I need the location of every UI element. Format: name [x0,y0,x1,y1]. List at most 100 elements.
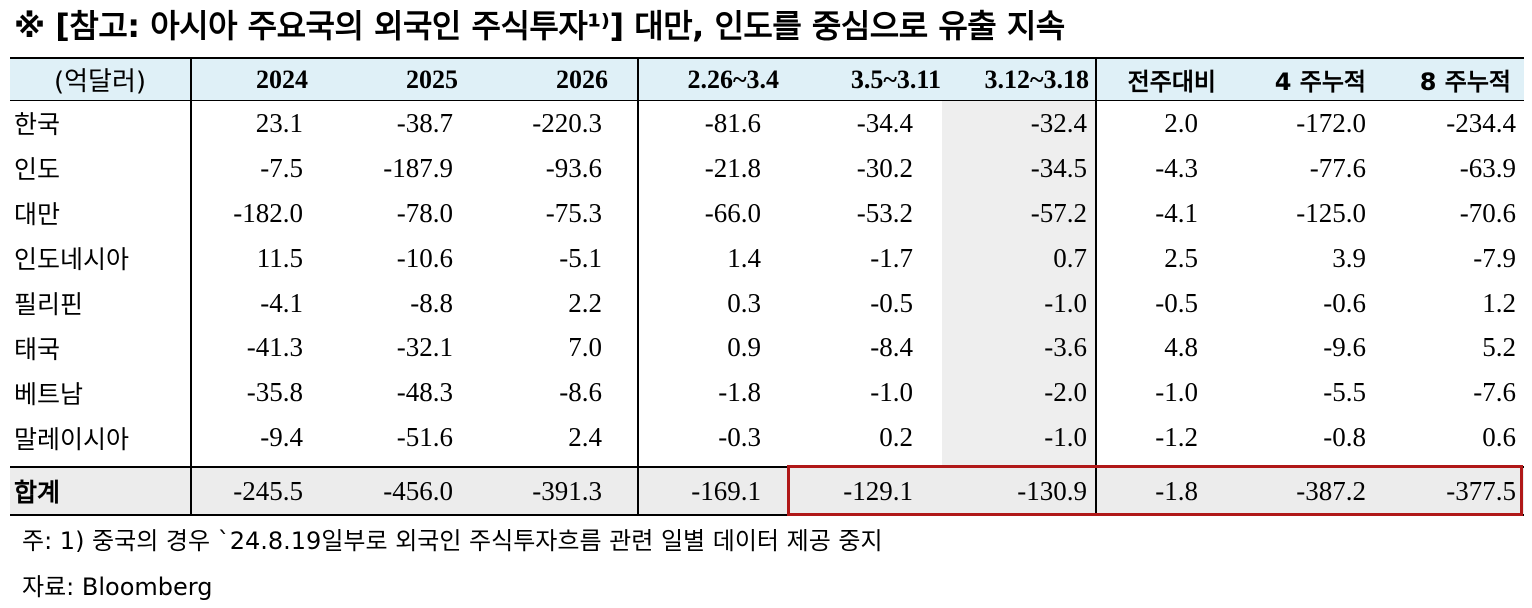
shaded-column-3-12-3-18 [942,101,1095,465]
country-name: 인도네시아 [14,245,130,275]
column-header: 3.12~3.18 [984,64,1089,94]
country-name: 한국 [14,110,61,140]
column-header: 전주대비 [1127,68,1216,96]
table-cell: -0.5 [1155,287,1198,318]
table-cell: 2.4 [568,422,602,453]
table-cell: -78.0 [396,197,453,228]
table-cell: -2.0 [1044,377,1087,408]
table-cell: 2.0 [1164,107,1198,138]
total-cell: -130.9 [1017,475,1087,506]
table-cell: -0.3 [718,422,761,453]
table-cell: -57.2 [1030,197,1087,228]
table-cell: 2.5 [1164,242,1198,273]
table-cell: 0.9 [727,332,761,363]
table-cell: -34.4 [856,107,913,138]
total-row: 합계 -245.5 -456.0 -391.3 -169.1 -129.1 -130.9 -1… [10,466,1524,517]
column-divider [1095,57,1097,515]
country-name: 베트남 [14,379,84,409]
table-cell: -66.0 [704,197,761,228]
unit-label: (억달러) [53,67,147,97]
column-header: 2.26~3.4 [687,64,779,94]
table-cell: -8.4 [870,332,913,363]
column-header: 3.5~3.11 [850,64,941,94]
table-cell: 7.0 [568,332,602,363]
total-cell: -377.5 [1446,475,1516,506]
table-cell: -30.2 [856,152,913,183]
table-cell: -8.6 [559,377,602,408]
table-row: 인도 -7.5 -187.9 -93.6 -21.8 -30.2 -34.5 -4.3 -77.… [10,146,1524,191]
table-cell: -63.9 [1459,152,1516,183]
table-cell: -1.0 [870,377,913,408]
table-cell: -9.4 [260,422,303,453]
table-cell: -0.5 [870,287,913,318]
total-cell: -129.1 [843,475,913,506]
table-row: 인도네시아 11.5 -10.6 -5.1 1.4 -1.7 0.7 2.5 3.9 -7.9 [10,236,1524,281]
table-cell: 1.4 [727,242,761,273]
table-row: 베트남 -35.8 -48.3 -8.6 -1.8 -1.0 -2.0 -1.0 -5.5 -7.… [10,370,1524,415]
table-cell: -125.0 [1296,197,1366,228]
table-cell: -187.9 [383,152,453,183]
table-cell: -8.8 [410,287,453,318]
table-cell: -1.7 [870,242,913,273]
table-cell: -7.9 [1473,242,1516,273]
table-cell: 0.6 [1482,422,1516,453]
table-cell: -35.8 [246,377,303,408]
table-cell: -53.2 [856,197,913,228]
table-cell: 0.2 [879,422,913,453]
column-header: 2025 [406,64,458,94]
table-cell: 3.9 [1332,242,1366,273]
table-cell: -75.3 [545,197,602,228]
table-cell: -5.5 [1323,377,1366,408]
table-cell: 11.5 [256,242,303,273]
table-cell: -7.5 [260,152,303,183]
column-header: 4 주누적 [1274,68,1366,96]
table-cell: -4.1 [1155,197,1198,228]
column-header: 2026 [556,64,608,94]
table-cell: -41.3 [246,332,303,363]
table-cell: -81.6 [704,107,761,138]
table-cell: 23.1 [255,107,303,138]
table-cell: -34.5 [1030,152,1087,183]
highlight-box [787,465,1523,516]
total-label: 합계 [14,478,61,508]
table-cell: -4.3 [1155,152,1198,183]
page-title: ※ [참고: 아시아 주요국의 외국인 주식투자¹⁾] 대만, 인도를 중심으로… [14,7,1065,45]
table-cell: -1.8 [718,377,761,408]
table-cell: -0.8 [1323,422,1366,453]
table-header-row: (억달러) 2024 2025 2026 2.26~3.4 3.5~3.11 3.12~3.… [10,57,1524,101]
table-cell: -32.1 [396,332,453,363]
table-cell: 1.2 [1482,287,1516,318]
table-cell: -51.6 [396,422,453,453]
source-note: 자료: Bloomberg [22,573,213,601]
column-header: 2024 [256,64,308,94]
table-cell: 0.3 [727,287,761,318]
table-cell: -182.0 [233,197,303,228]
table-cell: -48.3 [396,377,453,408]
table-cell: -21.8 [704,152,761,183]
table-cell: -38.7 [396,107,453,138]
table-row: 말레이시아 -9.4 -51.6 2.4 -0.3 0.2 -1.0 -1.2 -0.8 0.6 [10,415,1524,460]
table-cell: -1.0 [1044,287,1087,318]
country-name: 태국 [14,334,61,364]
total-cell: -387.2 [1296,475,1366,506]
table-cell: 4.8 [1164,332,1198,363]
table-cell: -1.0 [1155,377,1198,408]
table-row: 한국 23.1 -38.7 -220.3 -81.6 -34.4 -32.4 2.0 -172.… [10,101,1524,146]
table-cell: -1.2 [1155,422,1198,453]
total-cell: -456.0 [383,475,453,506]
table-cell: -1.0 [1044,422,1087,453]
column-divider [190,57,192,515]
table-cell: -0.6 [1323,287,1366,318]
column-divider [637,57,639,515]
table-cell: -93.6 [545,152,602,183]
table-cell: -10.6 [396,242,453,273]
table-cell: -220.3 [532,107,602,138]
table-cell: -234.4 [1446,107,1516,138]
table-row: 태국 -41.3 -32.1 7.0 0.9 -8.4 -3.6 4.8 -9.6 5.2 [10,325,1524,370]
table-cell: 0.7 [1053,242,1087,273]
table-cell: 2.2 [568,287,602,318]
country-name: 필리핀 [14,290,84,319]
table-cell: -5.1 [559,242,602,273]
column-header: 8 주누적 [1419,68,1511,96]
table-row: 필리핀 -4.1 -8.8 2.2 0.3 -0.5 -1.0 -0.5 -0.6 1.2 [10,281,1524,326]
